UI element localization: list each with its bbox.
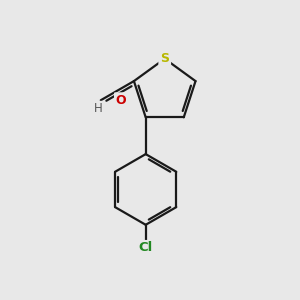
- Text: O: O: [115, 94, 126, 106]
- Text: S: S: [160, 52, 169, 65]
- Text: H: H: [93, 102, 102, 115]
- Text: Cl: Cl: [139, 241, 153, 254]
